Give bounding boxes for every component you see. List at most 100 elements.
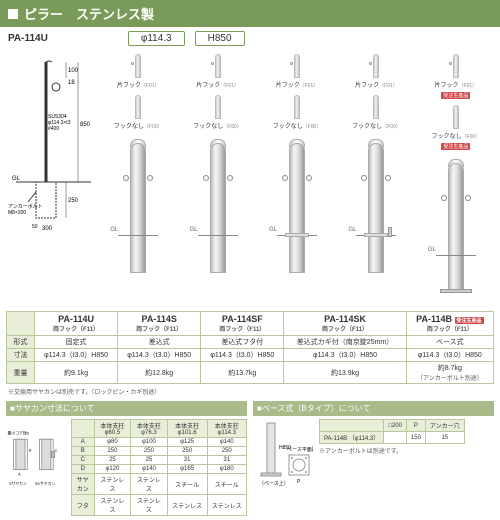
base-table: □200Pアンカー穴PA-114B （φ114.3）15015 — [319, 419, 465, 444]
sayakan-cell: ステンレス — [207, 495, 246, 516]
variant-thumb: フックなし（F00） — [108, 93, 168, 130]
svg-text:M8×200: M8×200 — [8, 210, 26, 216]
variant-thumb: フックなし（F00） — [188, 93, 248, 130]
pillar-illustration: GL — [192, 135, 244, 285]
dim-basew: 300 — [42, 226, 53, 232]
sayakan-cell: 25 — [131, 456, 168, 465]
base-head — [320, 420, 384, 432]
svg-text:（ベース上）: （ベース上） — [259, 480, 289, 487]
spec-cell: 差込式フタ付 — [201, 336, 284, 349]
product-col: 片フック（F01） フックなし（F00） GL — [100, 52, 176, 305]
model-name: PA-114B 受注生産品両フック（F11） — [406, 312, 493, 336]
product-row: 片フック（F01） フックなし（F00） GL 片フック（F01） フックなし（… — [100, 52, 494, 305]
svg-text:50: 50 — [32, 224, 38, 230]
pillar-illustration: GL — [350, 135, 402, 285]
svg-text:A: A — [18, 473, 21, 477]
model-name: PA-114U両フック（F11） — [35, 312, 118, 336]
base-rowhead: PA-114B （φ114.3） — [320, 432, 384, 444]
spec-cell: 約13.9kg — [284, 362, 406, 384]
spec-cell: φ114.3（t3.0）H850 — [118, 349, 201, 362]
sayakan-head — [71, 420, 94, 438]
footnote: ※交換用サヤカンは別売です。（ロックピン・カギ別途） — [0, 386, 500, 397]
sayakan-cell: 250 — [131, 447, 168, 456]
sayakan-cell: 250 — [167, 447, 207, 456]
sayakan-cell: φ100 — [131, 438, 168, 447]
spec-cell: 約9.1kg — [35, 362, 118, 384]
sayakan-head: 本体支柱 φ114.3 — [207, 420, 246, 438]
spec-cell: 約8.7kg（アンカーボルト別途） — [406, 362, 493, 384]
svg-text:Sサヤカン: Sサヤカン — [9, 481, 27, 486]
sayakan-head: 本体支柱 φ60.5 — [94, 420, 131, 438]
sayakan-cell: スチール — [207, 474, 246, 495]
sayakan-cell: ステンレス — [167, 495, 207, 516]
sayakan-head: 本体支柱 φ76.3 — [131, 420, 168, 438]
sayakan-cell: φ140 — [131, 465, 168, 474]
sayakan-section: ■サヤカン寸法について 最小コア径D B A C Sサヤカン SKサヤカン 本体… — [6, 401, 247, 516]
core-label: 最小コア径D — [8, 431, 30, 436]
sayakan-rowhead: サヤカン — [71, 474, 94, 495]
sayakan-cell: φ180 — [207, 465, 246, 474]
sayakan-cell: φ125 — [167, 438, 207, 447]
spec-cell: ベース式 — [406, 336, 493, 349]
dim-hook: 18 — [68, 80, 75, 86]
dim-topgap: 100 — [68, 68, 79, 74]
sayakan-cell: 31 — [207, 456, 246, 465]
spec-cell: 固定式 — [35, 336, 118, 349]
spec-cell: 差込式カギ付（南京錠25mm） — [284, 336, 406, 349]
spec-row-label: 重量 — [7, 362, 35, 384]
sayakan-cell: スチール — [167, 474, 207, 495]
spec-height: H850 — [195, 31, 245, 46]
variant-thumb: 片フック（F01） — [267, 52, 327, 89]
spec-cell: φ114.3（t3.0）H850 — [35, 349, 118, 362]
sayakan-cell: 250 — [94, 447, 131, 456]
product-col: 片フック（F01） 受注生産品 フックなし（F00） 受注生産品 GL — [418, 52, 494, 305]
sayakan-cell: φ120 — [94, 465, 131, 474]
variant-thumb: フックなし（F00） 受注生産品 — [426, 103, 486, 150]
sayakan-cell: 250 — [207, 447, 246, 456]
sayakan-rowhead: D — [71, 465, 94, 474]
dimension-diagram: GL アンカーボルト M8×200 100 18 850 250 300 SUS… — [6, 52, 96, 305]
spec-table: PA-114U両フック（F11）PA-114S両フック（F11）PA-114SF… — [6, 311, 494, 384]
variant-thumb: 片フック（F01） — [188, 52, 248, 89]
header-square-icon — [8, 9, 18, 19]
variant-thumb: フックなし（F00） — [267, 93, 327, 130]
spec-cell: 約13.7kg — [201, 362, 284, 384]
sayakan-table: 本体支柱 φ60.5本体支柱 φ76.3本体支柱 φ101.6本体支柱 φ114… — [71, 419, 247, 516]
base-head: □200 — [384, 420, 407, 432]
gl-label: GL — [12, 176, 21, 182]
base-cell: 150 — [406, 432, 425, 444]
svg-text:C: C — [55, 448, 58, 452]
page-header: ピラー ステンレス製 — [0, 0, 500, 27]
variant-thumb: フックなし（F00） — [346, 93, 406, 130]
spec-cell: 約12.8kg — [118, 362, 201, 384]
sayakan-rowhead: フタ — [71, 495, 94, 516]
spec-row-label: 形式 — [7, 336, 35, 349]
base-note: ※アンカーボルトは別途です。 — [319, 446, 465, 455]
variant-thumb: 片フック（F01） — [346, 52, 406, 89]
svg-text:#400: #400 — [48, 126, 59, 132]
dim-depth: 250 — [68, 198, 79, 204]
svg-text:P: P — [297, 479, 301, 485]
sayakan-diagram: 最小コア径D B A C Sサヤカン SKサヤカン — [6, 419, 67, 499]
main-area: GL アンカーボルト M8×200 100 18 850 250 300 SUS… — [0, 50, 500, 309]
model-name: PA-114SK両フック（F11） — [284, 312, 406, 336]
sayakan-cell: ステンレス — [94, 495, 131, 516]
anchor-label: アンカーボルト — [8, 203, 43, 210]
sayakan-cell: φ165 — [167, 465, 207, 474]
base-cell — [384, 432, 407, 444]
pillar-illustration: GL — [271, 135, 323, 285]
model-name: PA-114S両フック（F11） — [118, 312, 201, 336]
svg-text:ベース平面図: ベース平面図 — [287, 447, 313, 453]
product-col: 片フック（F01） フックなし（F00） GL — [338, 52, 414, 305]
spec-cell: φ114.3（t3.0）H850 — [406, 349, 493, 362]
sayakan-rowhead: B — [71, 447, 94, 456]
product-col: 片フック（F01） フックなし（F00） GL — [259, 52, 335, 305]
sayakan-cell: 25 — [94, 456, 131, 465]
base-head: P — [406, 420, 425, 432]
base-diagram: H850 ベース平面図 （ベース上） P — [253, 419, 313, 499]
svg-text:SKサヤカン: SKサヤカン — [35, 481, 55, 486]
model-name: PA-114SF両フック（F11） — [201, 312, 284, 336]
spec-cell: 差込式 — [118, 336, 201, 349]
top-model-code: PA-114U — [8, 33, 48, 44]
pillar-illustration: GL — [430, 155, 482, 305]
